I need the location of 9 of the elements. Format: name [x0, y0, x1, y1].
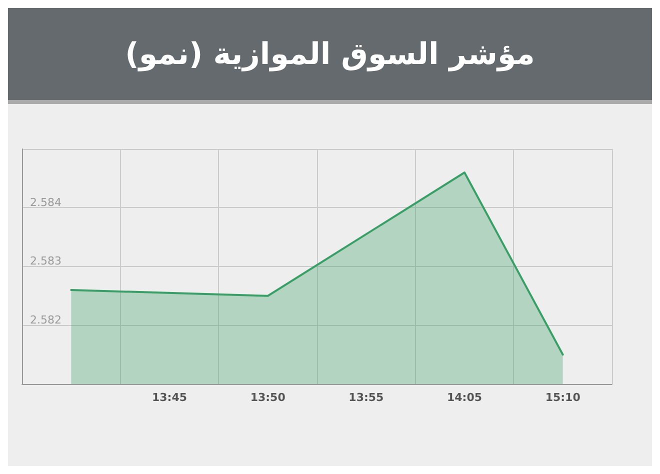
x-tick-label: 14:05: [446, 391, 482, 404]
y-tick-label: 2.582: [30, 313, 62, 326]
x-tick-label: 13:50: [250, 391, 286, 404]
x-tick-label: 15:10: [545, 391, 581, 404]
y-tick-label: 2.583: [30, 254, 62, 268]
chart-title: مؤشر السوق الموازية (نمو): [125, 36, 535, 72]
x-tick-label: 13:45: [152, 391, 188, 404]
y-tick-label: 2.584: [30, 196, 62, 209]
x-tick-label: 13:55: [348, 391, 384, 404]
